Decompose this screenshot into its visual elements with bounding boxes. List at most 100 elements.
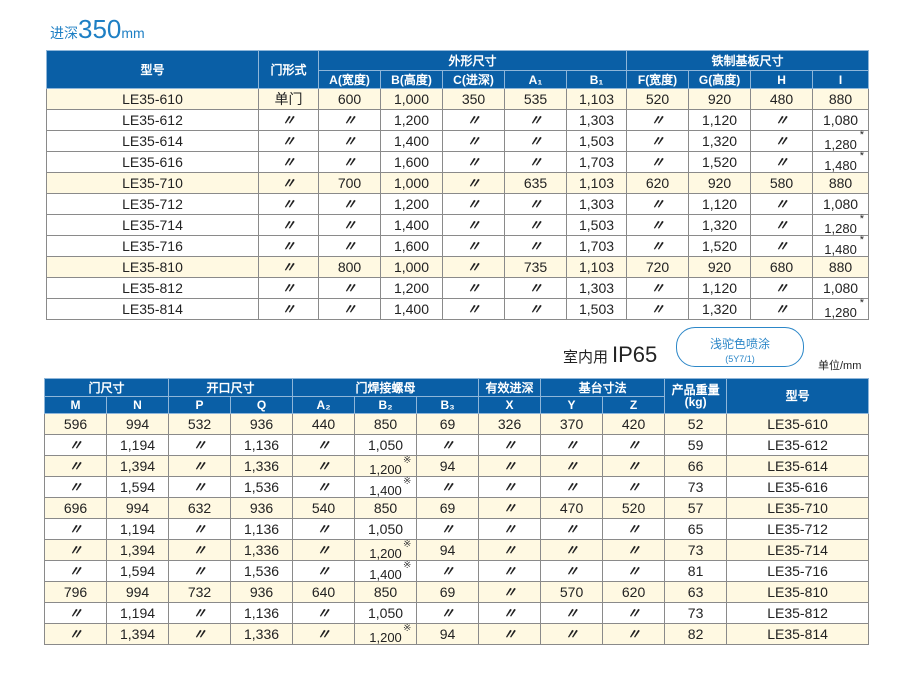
table-cell: 1,600 (380, 151, 443, 173)
table-cell: 880 (812, 88, 870, 110)
table-row: LE35-812 〃〃 1,200 〃〃 1,303 〃 1,120 〃 1,080 (46, 277, 870, 299)
table-cell: 〃 (442, 256, 505, 278)
table-cell: 〃 (318, 130, 381, 152)
col-header: Y (540, 396, 604, 414)
table-cell: 81 (664, 560, 728, 582)
group-base: 基台寸法 (540, 378, 666, 397)
table-cell: 520 (626, 88, 690, 110)
table-cell: 〃 (44, 518, 107, 540)
table-cell: 520 (602, 497, 666, 519)
table-cell: 1,503 (565, 214, 628, 236)
coating-badge: 浅驼色喷涂 (5Y7/1) (676, 327, 804, 367)
table-cell: 〃 (540, 455, 604, 477)
table-cell: 〃 (258, 109, 319, 131)
table-cell: 370 (540, 413, 604, 435)
table-cell: 1,336 (230, 539, 294, 561)
table-row: 〃 1,394 〃 1,336 〃 1,200 ※ 94 〃〃〃 73 LE35-714 (44, 539, 870, 561)
table-cell: 〃 (292, 539, 356, 561)
table-cell: 〃 (168, 434, 232, 456)
table-cell: 420 (602, 413, 666, 435)
table-cell: 1,000 (380, 88, 443, 110)
table-row: LE35-810 〃 800 1,000 〃 735 1,103 720 920 680 880 (46, 256, 870, 278)
col-header: B₂ (354, 396, 418, 414)
table-cell: 〃 (442, 214, 505, 236)
table-cell: LE35-810 (46, 256, 259, 278)
table-cell: 〃 (168, 518, 232, 540)
col-header: M (44, 396, 107, 414)
table-cell: 〃 (750, 130, 814, 152)
table-cell: 1,080 (812, 193, 870, 215)
table-cell: 1,303 (565, 109, 628, 131)
table-cell: 1,200 ※ (354, 623, 418, 645)
table-cell: 〃 (750, 151, 814, 173)
table-cell: 〃 (442, 172, 505, 194)
table-cell: 〃 (442, 130, 505, 152)
table-cell: 〃 (292, 623, 356, 645)
table-cell: 〃 (540, 602, 604, 624)
table-cell: 994 (105, 413, 170, 435)
table-cell: 66 (664, 455, 728, 477)
table-cell: 1,120 (688, 193, 752, 215)
ref-mark: ※ (403, 623, 412, 634)
cell-value: 1,480 (824, 158, 857, 173)
col-header: A₂ (292, 396, 356, 414)
star-mark: * (859, 129, 865, 141)
table-cell: 〃 (478, 581, 542, 603)
unit-note: 单位/mm (818, 360, 862, 372)
ref-mark: ※ (403, 560, 412, 571)
table-cell: 350 (442, 88, 505, 110)
table-cell: 〃 (478, 560, 542, 582)
table-row: LE35-714 〃〃 1,400 〃〃 1,503 〃 1,320 〃 1,280 * (46, 214, 870, 236)
table-cell: 69 (416, 413, 480, 435)
weight-unit: (kg) (684, 395, 707, 409)
table-cell: 440 (292, 413, 356, 435)
cell-value: 1,200 (369, 462, 402, 477)
table-cell: 1,536 (230, 560, 294, 582)
col-weight: 产品重量 (kg) (664, 378, 728, 414)
col-header: C(进深) (442, 70, 505, 89)
table-cell: 1,594 (105, 476, 170, 498)
table-cell: 〃 (168, 602, 232, 624)
table-cell: 1,303 (565, 193, 628, 215)
table-cell: 〃 (478, 539, 542, 561)
table-cell: 1,336 (230, 623, 294, 645)
table-cell: 73 (664, 602, 728, 624)
table-cell: 〃 (258, 298, 319, 320)
group-opening-size: 开口尺寸 (168, 378, 294, 397)
table-cell: 1,594 (105, 560, 170, 582)
table-cell: 63 (664, 581, 728, 603)
table-cell: 〃 (442, 109, 505, 131)
table-cell: 1,280 * (812, 297, 870, 320)
table-cell: LE35-714 (46, 214, 259, 236)
table-cell: 〃 (750, 109, 814, 131)
table-cell: 1,480 * (812, 235, 870, 257)
table-cell: 〃 (750, 277, 814, 299)
table-cell: 〃 (258, 277, 319, 299)
table-cell: 〃 (750, 235, 814, 257)
col-header: G(高度) (688, 70, 752, 89)
table-cell: 82 (664, 623, 728, 645)
ref-mark: ※ (403, 539, 412, 550)
table-cell: 〃 (750, 298, 814, 320)
table-cell: 920 (688, 88, 752, 110)
table-cell: 52 (664, 413, 728, 435)
col-header: I (812, 70, 870, 89)
table-cell: 632 (168, 497, 232, 519)
table-row: 〃 1,594 〃 1,536 〃 1,400 ※ 〃〃〃〃 73 LE35-616 (44, 476, 870, 498)
star-mark: * (859, 297, 865, 309)
table-cell: 94 (416, 455, 480, 477)
table-cell: 1,200 (380, 193, 443, 215)
table-cell: 单门 (258, 88, 319, 110)
ref-mark: ※ (403, 455, 412, 466)
table-cell: LE35-812 (726, 602, 870, 624)
group-weld-nut: 门焊接螺母 (292, 378, 480, 397)
table-row: 〃 1,394 〃 1,336 〃 1,200 ※ 94 〃〃〃 82 LE35-814 (44, 623, 870, 645)
table-cell: 1,000 (380, 172, 443, 194)
table-cell: 〃 (602, 476, 666, 498)
depth-title: 进深350mm (50, 14, 145, 45)
table-cell: 〃 (478, 434, 542, 456)
indoor-label: 室内用 (563, 349, 609, 366)
table-cell: 620 (626, 172, 690, 194)
col-header: B(高度) (380, 70, 443, 89)
table-row: LE35-614 〃〃 1,400 〃〃 1,503 〃 1,320 〃 1,280 * (46, 129, 870, 152)
